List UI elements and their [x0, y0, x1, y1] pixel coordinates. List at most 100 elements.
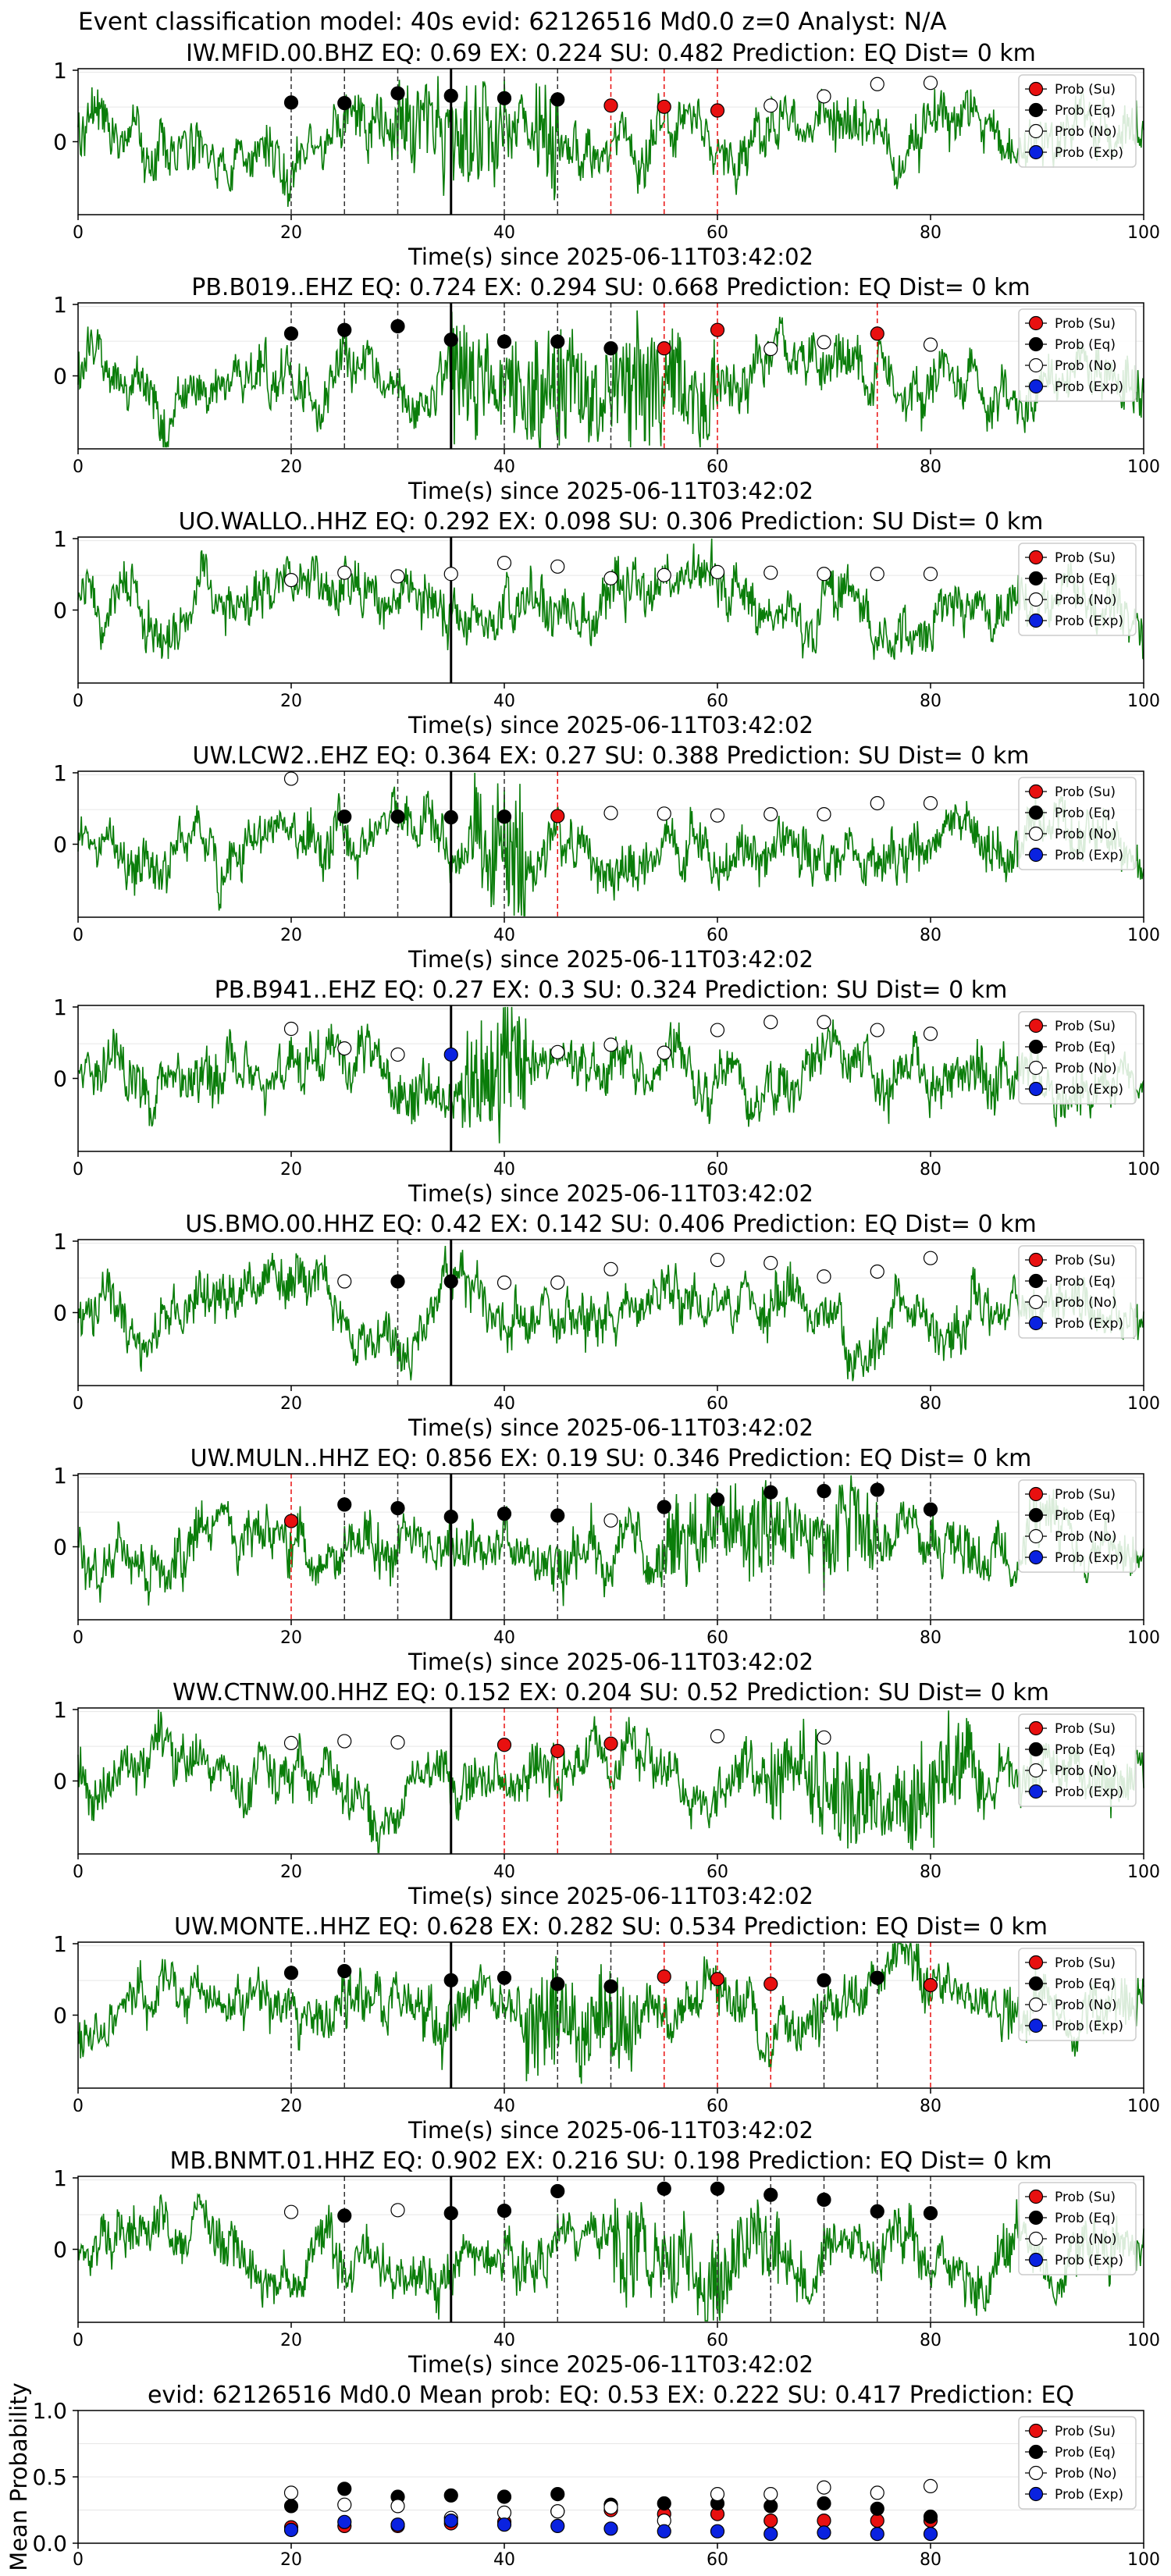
- prob-point-eq: [550, 92, 565, 107]
- prob-point-eq: [603, 341, 618, 356]
- panel-mean-probability: evid: 62126516 Md0.0 Mean prob: EQ: 0.53…: [5, 2382, 1160, 2571]
- prob-point-eq: [390, 1274, 405, 1289]
- legend-frame: [1018, 2182, 1137, 2275]
- legend-label-exp: Prob (Exp): [1055, 145, 1123, 161]
- legend-frame: [1018, 1245, 1137, 1339]
- mean-point-exp: [817, 2525, 831, 2540]
- y-tick-label: 0: [53, 598, 67, 624]
- axes-frame: [77, 536, 1144, 684]
- legend-frame: [1018, 1948, 1137, 2041]
- y-tick-label: 0: [53, 2003, 67, 2029]
- legend-label-su: Prob (Su): [1055, 2190, 1116, 2205]
- prob-point-eq: [870, 1482, 884, 1497]
- mean-point-eq: [870, 2501, 884, 2516]
- prob-point-eq: [497, 91, 512, 105]
- x-tick-label: 20: [280, 457, 302, 477]
- x-tick-label: 60: [707, 926, 728, 945]
- x-tick-label: 40: [493, 457, 515, 477]
- mean-point-no: [550, 2504, 565, 2519]
- legend-marker-exp: [1028, 1550, 1044, 1565]
- x-tick-label: 100: [1127, 926, 1160, 945]
- mean-point-eq: [550, 2487, 565, 2502]
- legend-label-exp: Prob (Exp): [1055, 1316, 1123, 1332]
- panel-title: evid: 62126516 Md0.0 Mean prob: EQ: 0.53…: [148, 2382, 1074, 2409]
- prob-point-no: [497, 556, 512, 571]
- mean-point-exp: [657, 2524, 671, 2539]
- y-tick-label: 0: [53, 1066, 67, 1092]
- prob-point-no: [923, 1251, 938, 1265]
- x-tick-label: 60: [707, 223, 728, 243]
- x-tick-label: 40: [493, 926, 515, 945]
- waveform-trace: [77, 310, 1144, 448]
- mean-point-exp: [283, 2522, 299, 2538]
- prob-point-no: [337, 1734, 352, 1749]
- panel-4: UW.LCW2..EHZ EQ: 0.364 EX: 0.27 SU: 0.38…: [53, 742, 1160, 973]
- prob-point-no: [817, 89, 831, 104]
- x-tick-label: 100: [1127, 2097, 1160, 2116]
- panel-title: IW.MFID.00.BHZ EQ: 0.69 EX: 0.224 SU: 0.…: [186, 40, 1036, 67]
- legend: Prob (Su) Prob (Eq) Prob (No) Prob (Exp): [1018, 1713, 1137, 1807]
- x-tick-label: 20: [280, 1160, 302, 1179]
- axes-frame: [77, 1473, 1144, 1621]
- x-tick-label: 20: [280, 223, 302, 243]
- waveform-trace: [77, 1709, 1144, 1853]
- x-tick-label: 20: [280, 1863, 302, 1882]
- legend-label-su: Prob (Su): [1055, 2424, 1116, 2439]
- legend-label-no: Prob (No): [1055, 827, 1117, 842]
- x-axis-label: Time(s) since 2025-06-11T03:42:02: [408, 1649, 813, 1675]
- prob-point-no: [283, 2204, 299, 2219]
- mean-point-exp: [923, 2527, 938, 2542]
- x-tick-label: 80: [920, 2550, 941, 2570]
- legend-label-su: Prob (Su): [1055, 785, 1116, 800]
- legend-marker-no: [1028, 2465, 1044, 2481]
- prob-point-eq: [497, 1970, 512, 1985]
- prob-point-eq: [550, 334, 565, 349]
- legend-marker-exp: [1028, 379, 1044, 394]
- mean-point-exp: [443, 2514, 458, 2528]
- legend-marker-eq: [1028, 2444, 1044, 2460]
- legend-label-exp: Prob (Exp): [1055, 848, 1123, 863]
- legend-marker-eq: [1028, 336, 1044, 352]
- prob-point-no: [763, 341, 778, 357]
- prob-point-no: [550, 1044, 565, 1059]
- prob-point-no: [870, 1023, 884, 1037]
- legend-marker-su: [1028, 1486, 1044, 1502]
- prob-point-eq: [337, 2208, 352, 2223]
- x-axis-label: Time(s) since 2025-06-11T03:42:02: [408, 244, 813, 270]
- x-tick-label: 80: [920, 692, 941, 711]
- legend-label-no: Prob (No): [1055, 358, 1117, 374]
- x-tick-label: 40: [493, 2331, 515, 2350]
- mean-point-no: [710, 2487, 725, 2502]
- prob-point-no: [603, 1513, 618, 1528]
- x-tick-label: 80: [920, 1394, 941, 1414]
- prob-point-no: [603, 806, 618, 820]
- x-tick-label: 100: [1127, 457, 1160, 477]
- legend-label-exp: Prob (Exp): [1055, 2253, 1123, 2268]
- y-tick-label: 1: [53, 1697, 67, 1723]
- prob-point-no: [923, 76, 938, 91]
- prob-point-no: [817, 1730, 831, 1745]
- y-tick-label: 0: [53, 1535, 67, 1560]
- legend: Prob (Su) Prob (Eq) Prob (No) Prob (Exp): [1018, 308, 1137, 402]
- prob-point-eq: [550, 1508, 565, 1523]
- x-tick-label: 20: [280, 2331, 302, 2350]
- mean-point-eq: [763, 2499, 778, 2514]
- x-tick-label: 100: [1127, 1160, 1160, 1179]
- prob-point-su: [710, 1972, 725, 1987]
- legend-marker-eq: [1028, 1742, 1044, 1757]
- legend-marker-su: [1028, 2423, 1044, 2439]
- y-tick-label: 0: [53, 364, 67, 390]
- prob-point-eq: [443, 1274, 458, 1289]
- x-axis-label: Time(s) since 2025-06-11T03:42:02: [408, 1180, 813, 1207]
- prob-point-no: [763, 565, 778, 580]
- prob-point-eq: [870, 2204, 884, 2218]
- prob-point-eq: [283, 1966, 299, 1980]
- prob-point-no: [283, 771, 299, 786]
- x-tick-label: 80: [920, 457, 941, 477]
- panel-10: MB.BNMT.01.HHZ EQ: 0.902 EX: 0.216 SU: 0…: [53, 2147, 1160, 2378]
- prob-point-no: [763, 1255, 778, 1271]
- mean-point-exp: [763, 2527, 778, 2542]
- x-tick-label: 0: [73, 2097, 84, 2116]
- prob-point-no: [710, 1252, 725, 1268]
- legend-label-no: Prob (No): [1055, 1529, 1117, 1545]
